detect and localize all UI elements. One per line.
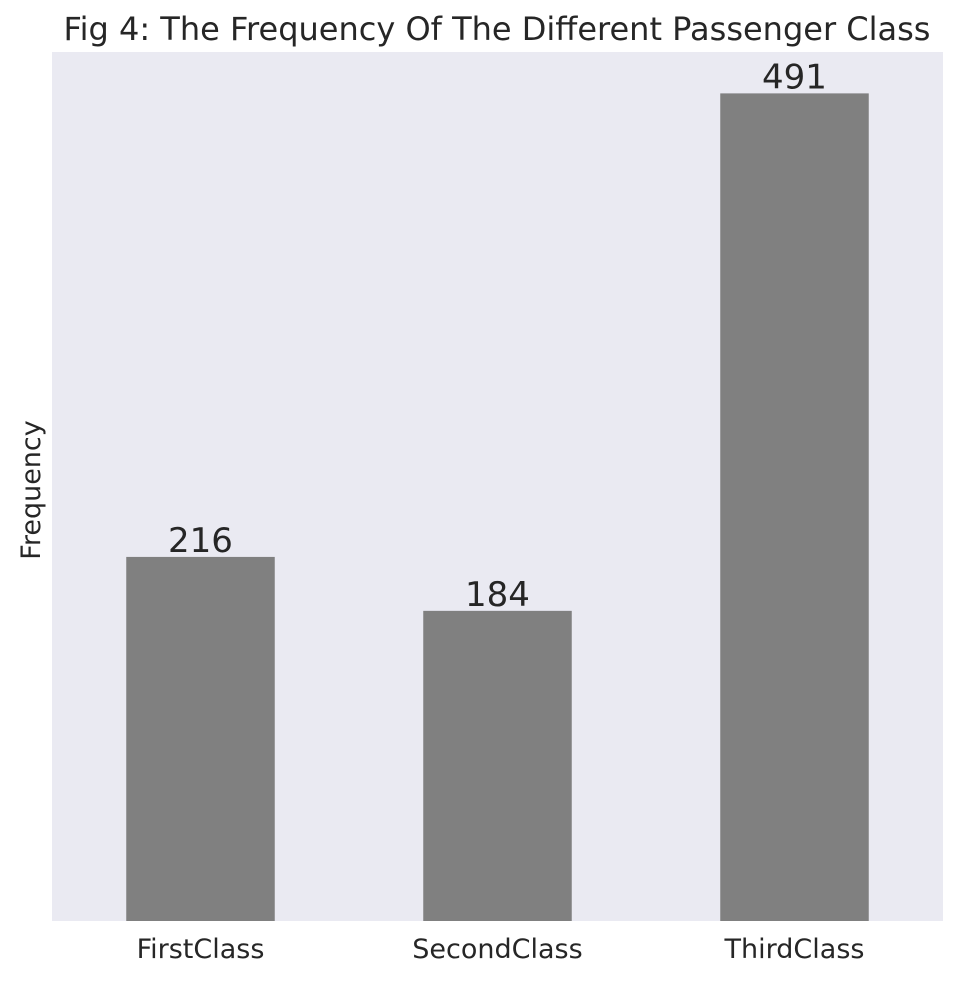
value-labels-group: 216 184 491 <box>168 57 827 614</box>
data-label-secondclass: 184 <box>465 575 530 615</box>
x-tick-label-thirdclass: ThirdClass <box>724 934 865 965</box>
bars-group <box>126 93 869 921</box>
data-label-firstclass: 216 <box>168 521 233 561</box>
x-tick-label-secondclass: SecondClass <box>412 934 582 965</box>
data-label-thirdclass: 491 <box>762 57 827 97</box>
x-tick-labels-group: FirstClass SecondClass ThirdClass <box>137 934 865 965</box>
bar-secondclass <box>423 610 572 921</box>
bar-firstclass <box>126 556 275 921</box>
bar-thirdclass <box>720 93 869 921</box>
y-axis-label: Frequency <box>16 420 47 560</box>
x-tick-label-firstclass: FirstClass <box>137 934 265 965</box>
chart-title: Fig 4: The Frequency Of The Different Pa… <box>64 10 931 48</box>
